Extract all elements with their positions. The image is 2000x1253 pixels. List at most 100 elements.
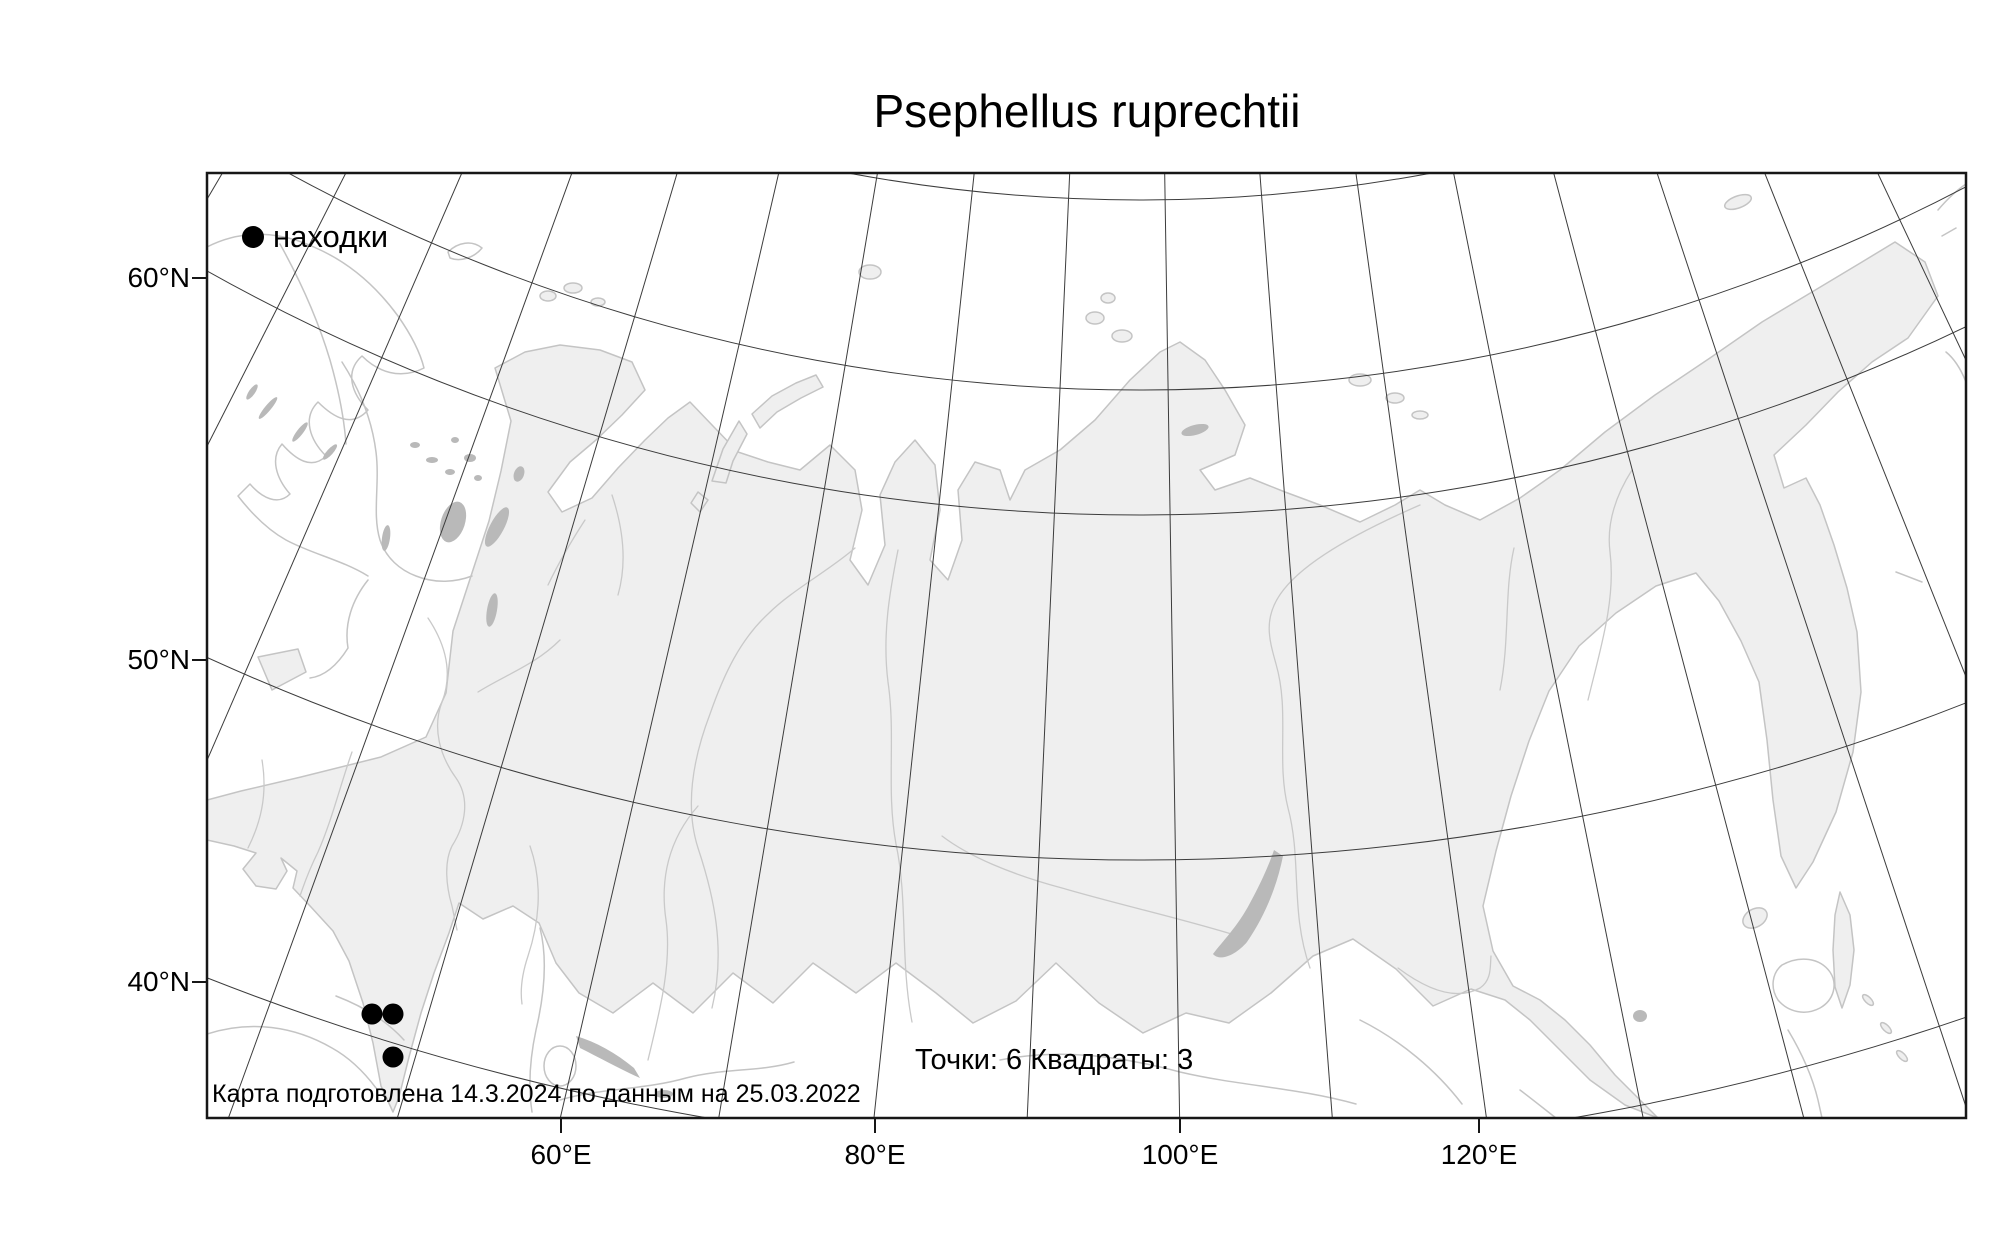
island-sakhalin bbox=[1832, 891, 1855, 1009]
lake-khanka bbox=[1633, 1010, 1647, 1022]
border-northeast-china bbox=[1359, 1019, 1463, 1105]
graticule-meridian bbox=[227, 173, 573, 1118]
river-don bbox=[299, 751, 353, 897]
lake-finland bbox=[464, 454, 476, 462]
occurrence-markers-layer bbox=[361, 1003, 404, 1068]
graticule-parallel bbox=[847, 173, 1433, 201]
lat-tick-label: 60°N bbox=[127, 262, 190, 293]
lake-norway bbox=[246, 384, 258, 400]
occurrence-point bbox=[382, 1046, 404, 1068]
island-wrangel bbox=[1723, 193, 1753, 211]
island-ushakov bbox=[858, 264, 882, 280]
coast-korea bbox=[1519, 1089, 1557, 1118]
lake-finland bbox=[451, 437, 459, 443]
graticule-meridian bbox=[1259, 173, 1333, 1118]
island-franz-josef bbox=[539, 290, 557, 302]
graticule-layer bbox=[207, 173, 1966, 1118]
coast-caspian-east bbox=[529, 927, 546, 1113]
graticule-meridian bbox=[559, 173, 780, 1118]
map-frame bbox=[205, 171, 1968, 1120]
island-komandorski-outline bbox=[1895, 571, 1923, 583]
coast-turkey bbox=[207, 1025, 377, 1089]
river-ob bbox=[690, 547, 856, 1009]
lake-aral-outline bbox=[543, 1045, 577, 1087]
river-pechora bbox=[611, 494, 624, 596]
border-central-asia bbox=[559, 1061, 795, 1101]
lon-tick-label: 120°E bbox=[1440, 1139, 1518, 1170]
graticule-meridian bbox=[873, 173, 975, 1118]
lake-vygozero bbox=[513, 466, 525, 482]
border-china-mongolia bbox=[999, 1053, 1357, 1105]
lake-issyk-kul bbox=[655, 1090, 673, 1098]
river-angara bbox=[941, 835, 1239, 937]
graticule-meridian bbox=[1453, 173, 1644, 1118]
graticule-meridian bbox=[396, 173, 678, 1118]
island-kuril bbox=[1861, 993, 1875, 1007]
land-russia-mainland bbox=[207, 241, 1939, 1118]
coast-gulf-of-bothnia bbox=[341, 361, 473, 582]
lake-peipus bbox=[381, 525, 391, 551]
axis-ticks bbox=[192, 277, 1480, 1133]
island-kuril bbox=[1895, 1049, 1909, 1063]
land-layer bbox=[207, 193, 1939, 1118]
lake-finland bbox=[445, 469, 455, 475]
river-layer bbox=[247, 469, 1633, 1061]
island-franz-josef bbox=[590, 297, 606, 307]
river-indigirka bbox=[1499, 547, 1515, 691]
graticule-meridian bbox=[718, 173, 878, 1118]
lake-norway bbox=[258, 397, 278, 419]
lon-tick-label: 100°E bbox=[1141, 1139, 1219, 1170]
page-title: Psephellus ruprechtii bbox=[873, 85, 1301, 137]
island-severnaya-zemlya bbox=[1085, 311, 1105, 325]
coast-honshu bbox=[1787, 1029, 1823, 1118]
graticule-meridian bbox=[1656, 173, 1966, 1109]
occurrence-point bbox=[382, 1003, 404, 1025]
lake-rybinsk bbox=[486, 593, 498, 627]
lake-baikal bbox=[1213, 850, 1283, 958]
river-kama bbox=[477, 639, 561, 693]
island-new-siberian bbox=[1385, 392, 1405, 404]
river-amur bbox=[1397, 955, 1492, 995]
river-volga bbox=[427, 617, 466, 931]
legend-label: находки bbox=[273, 219, 389, 254]
river-dnieper bbox=[247, 759, 265, 849]
island-new-siberian bbox=[1411, 410, 1429, 420]
lon-tick-label: 60°E bbox=[530, 1139, 592, 1170]
occurrence-point bbox=[361, 1003, 383, 1025]
island-amur-mouth bbox=[1742, 907, 1768, 929]
land-kaliningrad bbox=[257, 648, 307, 691]
attribution-text: Карта подготовлена 14.3.2024 по данным н… bbox=[212, 1080, 861, 1108]
graticule-meridian bbox=[1026, 173, 1071, 1118]
lake-finland bbox=[426, 457, 438, 463]
lake-norway bbox=[292, 422, 308, 442]
border-sweden-norway bbox=[279, 243, 347, 445]
lake-finland bbox=[410, 442, 420, 448]
river-kolyma bbox=[1587, 469, 1633, 701]
lake-balkhash bbox=[576, 1036, 640, 1078]
coast-hokkaido bbox=[1772, 958, 1835, 1013]
island-severnaya-zemlya bbox=[1111, 329, 1133, 343]
lake-finland bbox=[474, 475, 482, 481]
island-franz-josef bbox=[563, 282, 583, 294]
stats-text: Точки: 6 Квадраты: 3 bbox=[915, 1044, 1194, 1076]
occurrence-dot-icon bbox=[242, 226, 264, 248]
river-ural bbox=[520, 845, 539, 1005]
graticule-meridian bbox=[1164, 173, 1181, 1118]
lake-onega bbox=[484, 507, 510, 547]
island-kuril bbox=[1879, 1021, 1893, 1035]
island-novaya-zemlya-south bbox=[711, 420, 748, 484]
island-svalbard-outline bbox=[447, 242, 483, 261]
lake-ladoga bbox=[439, 501, 467, 543]
river-lena bbox=[1268, 504, 1421, 969]
river-irtysh bbox=[647, 805, 699, 1061]
graticule-meridian bbox=[1553, 173, 1805, 1118]
lake-layer bbox=[246, 384, 1647, 1098]
lake-taymyr bbox=[1181, 423, 1209, 437]
river-northern-dvina bbox=[547, 519, 586, 586]
island-severnaya-zemlya bbox=[1100, 292, 1116, 304]
legend: находки bbox=[242, 220, 388, 254]
lat-tick-label: 50°N bbox=[127, 644, 190, 675]
coast-baltic bbox=[309, 579, 369, 679]
